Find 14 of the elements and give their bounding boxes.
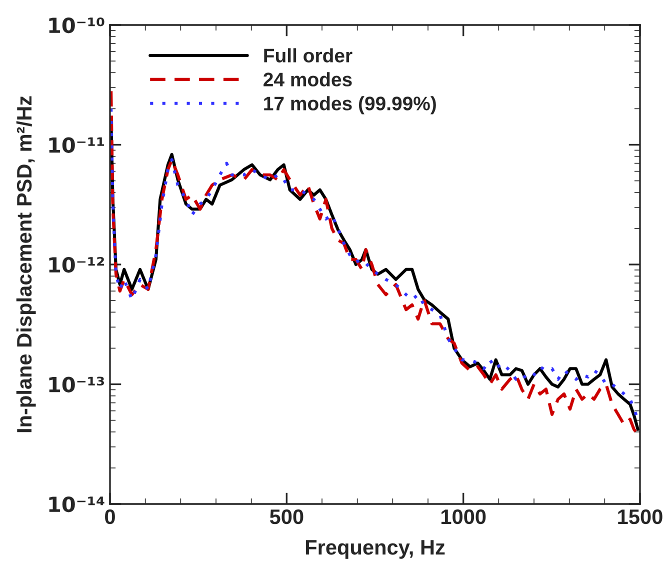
legend-label: 24 modes: [264, 72, 352, 86]
x-tick-label: 1500: [618, 509, 662, 524]
y-tick-label: 10⁻¹²: [49, 256, 104, 273]
x-tick-label: 1000: [441, 509, 486, 524]
x-axis-title: Frequency, Hz: [306, 540, 445, 559]
y-tick-label: 10⁻¹³: [49, 376, 104, 392]
legend-label: 17 modes (99.99%): [264, 96, 436, 114]
x-tick-label: 0: [105, 509, 115, 524]
y-axis-title: In-plane Displacement PSD, m²/Hz: [16, 96, 36, 432]
y-tick-label: 10⁻¹⁴: [49, 496, 104, 512]
y-tick-label: 10⁻¹¹: [49, 137, 104, 153]
x-tick-label: 500: [270, 509, 304, 524]
y-tick-label: 10⁻¹⁰: [49, 17, 104, 34]
legend-label: Full order: [264, 48, 352, 62]
